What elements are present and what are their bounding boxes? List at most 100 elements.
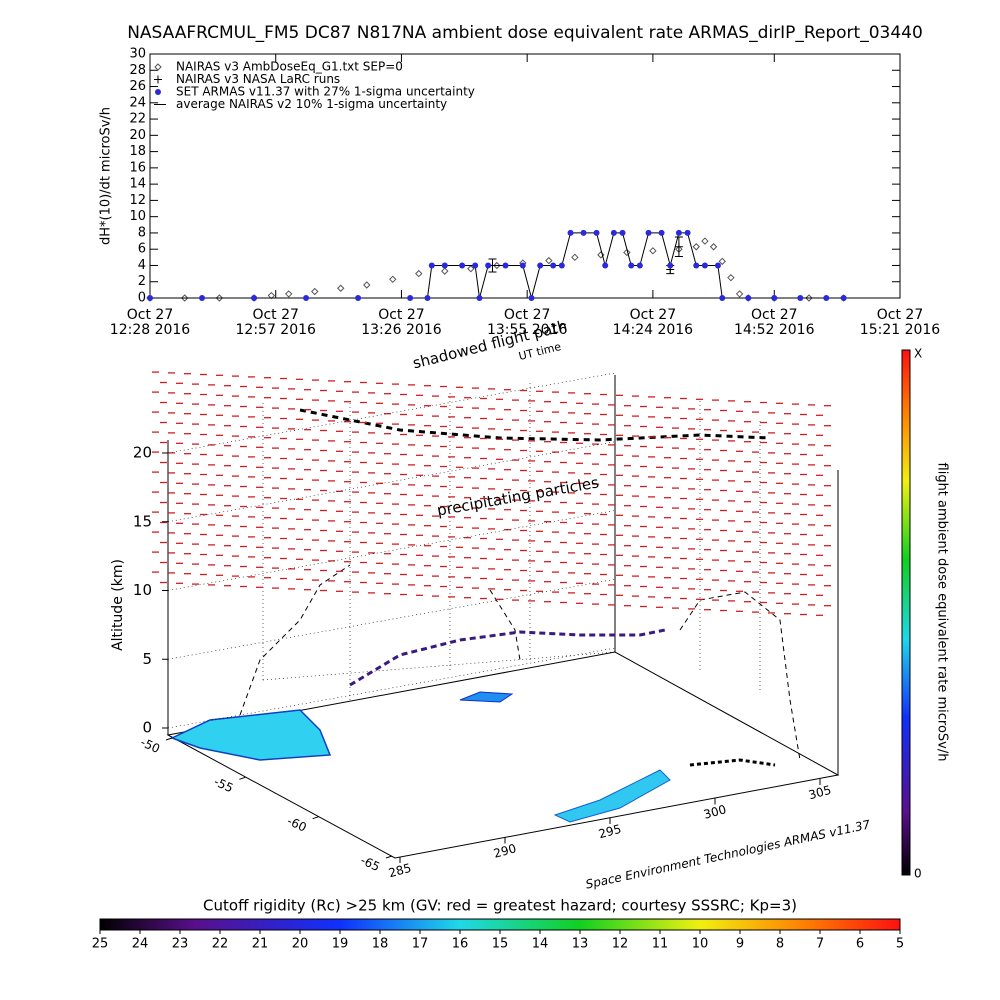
lat-tick-label: -60 — [285, 814, 309, 835]
point — [701, 262, 708, 269]
point — [636, 262, 643, 269]
point — [472, 262, 479, 269]
point — [215, 294, 224, 302]
z-grid-line — [167, 647, 616, 729]
point — [567, 229, 574, 236]
legend-marker — [155, 89, 161, 95]
point — [610, 229, 617, 236]
legend-marker — [154, 75, 162, 84]
colorbar-tick-label: 11 — [652, 937, 669, 952]
point — [389, 275, 397, 284]
colorbar-tick-label: 8 — [776, 937, 784, 952]
lon-tick-label: 300 — [702, 802, 728, 821]
point — [771, 295, 778, 301]
dose-colorbar-min: 0 — [914, 867, 922, 881]
dose-colorbar-label: flight ambient dose equivalent rate micr… — [935, 463, 950, 762]
lon-tick-label: 290 — [492, 841, 518, 860]
point — [623, 248, 631, 257]
colorbar-tick-label: 18 — [372, 937, 389, 952]
y-tick-label: 18 — [129, 144, 146, 159]
z-tick-label: 20 — [133, 444, 152, 462]
point — [628, 262, 635, 269]
point — [502, 262, 509, 269]
point — [649, 247, 657, 255]
point — [797, 295, 804, 301]
point — [714, 262, 721, 269]
point — [597, 251, 605, 259]
point — [441, 267, 449, 275]
colorbar-tick-label: 16 — [452, 937, 469, 952]
point — [823, 295, 830, 301]
z-grid-line — [167, 372, 616, 454]
y-tick-label: 30 — [129, 47, 146, 62]
precipitating-particles-grid — [152, 371, 831, 616]
colorbar-tick-label: 24 — [132, 937, 149, 952]
point — [550, 262, 557, 269]
colorbar-tick-label: 12 — [612, 937, 629, 952]
lat-tick — [239, 776, 246, 780]
point — [459, 262, 466, 269]
point — [267, 291, 276, 300]
point — [571, 253, 579, 262]
point — [428, 262, 435, 269]
point — [709, 243, 718, 251]
y-tick-label: 22 — [129, 112, 146, 127]
point — [363, 281, 371, 289]
legend-label: SET ARMAS v11.37 with 27% 1-sigma uncert… — [176, 85, 475, 99]
z-tick-label: 10 — [133, 581, 152, 599]
point — [199, 295, 206, 301]
point — [684, 229, 691, 236]
point — [407, 295, 414, 301]
point — [645, 229, 652, 236]
rigidity-colorbar — [99, 918, 901, 931]
lat-tick-label: -55 — [212, 774, 236, 795]
point — [355, 295, 362, 301]
y-tick-label: 10 — [129, 209, 146, 224]
lat-tick-label: -50 — [138, 735, 162, 756]
colorbar-tick-label: 13 — [572, 937, 589, 952]
point — [493, 261, 501, 270]
credit: Space Environment Technologies ARMAS v11… — [584, 817, 871, 891]
point — [485, 262, 492, 269]
colorbar-tick-label: 10 — [692, 937, 709, 952]
box-3d — [166, 375, 840, 859]
point — [718, 257, 726, 266]
y-tick-label: 6 — [138, 242, 146, 257]
point — [441, 262, 448, 269]
point — [658, 229, 665, 236]
point — [693, 262, 700, 269]
lat-tick — [165, 737, 173, 741]
colorbar-tick-label: 17 — [412, 937, 429, 952]
x-tick-label: Oct 27 12:57 2016 — [236, 307, 317, 338]
rigidity-colorbar-title: Cutoff rigidity (Rc) >25 km (GV: red = g… — [203, 897, 797, 915]
lon-tick-label: 305 — [807, 783, 833, 802]
y-tick-label: 24 — [129, 95, 146, 110]
point — [528, 295, 535, 301]
y-tick-label: 12 — [129, 193, 146, 208]
lon-tick-label: 285 — [387, 861, 413, 880]
lat-tick — [385, 855, 393, 859]
point — [805, 294, 813, 302]
z-tick-label: 0 — [142, 719, 152, 737]
point — [545, 256, 553, 265]
point — [285, 290, 293, 298]
plot-frame — [149, 53, 901, 299]
colorbar-tick-label: 25 — [92, 937, 109, 952]
point — [337, 284, 345, 292]
y-tick-label: 4 — [138, 258, 146, 273]
point — [719, 295, 726, 301]
y-tick-label: 20 — [129, 128, 146, 143]
series-line — [150, 232, 844, 300]
z-grid-line — [167, 510, 616, 591]
legend-label: NAIRAS v3 AmbDoseEq_G1.txt SEP=0 — [176, 60, 403, 74]
point — [415, 269, 423, 278]
point — [558, 262, 565, 269]
z-axis-label: Altitude (km) — [110, 559, 126, 651]
lon-tick-label: 295 — [597, 822, 623, 841]
x-tick-label: Oct 27 13:26 2016 — [361, 307, 442, 338]
legend-label: NAIRAS v3 NASA LaRC runs — [176, 72, 340, 86]
point — [476, 295, 483, 301]
colorbar-tick-label: 20 — [292, 937, 309, 952]
point — [840, 295, 847, 301]
